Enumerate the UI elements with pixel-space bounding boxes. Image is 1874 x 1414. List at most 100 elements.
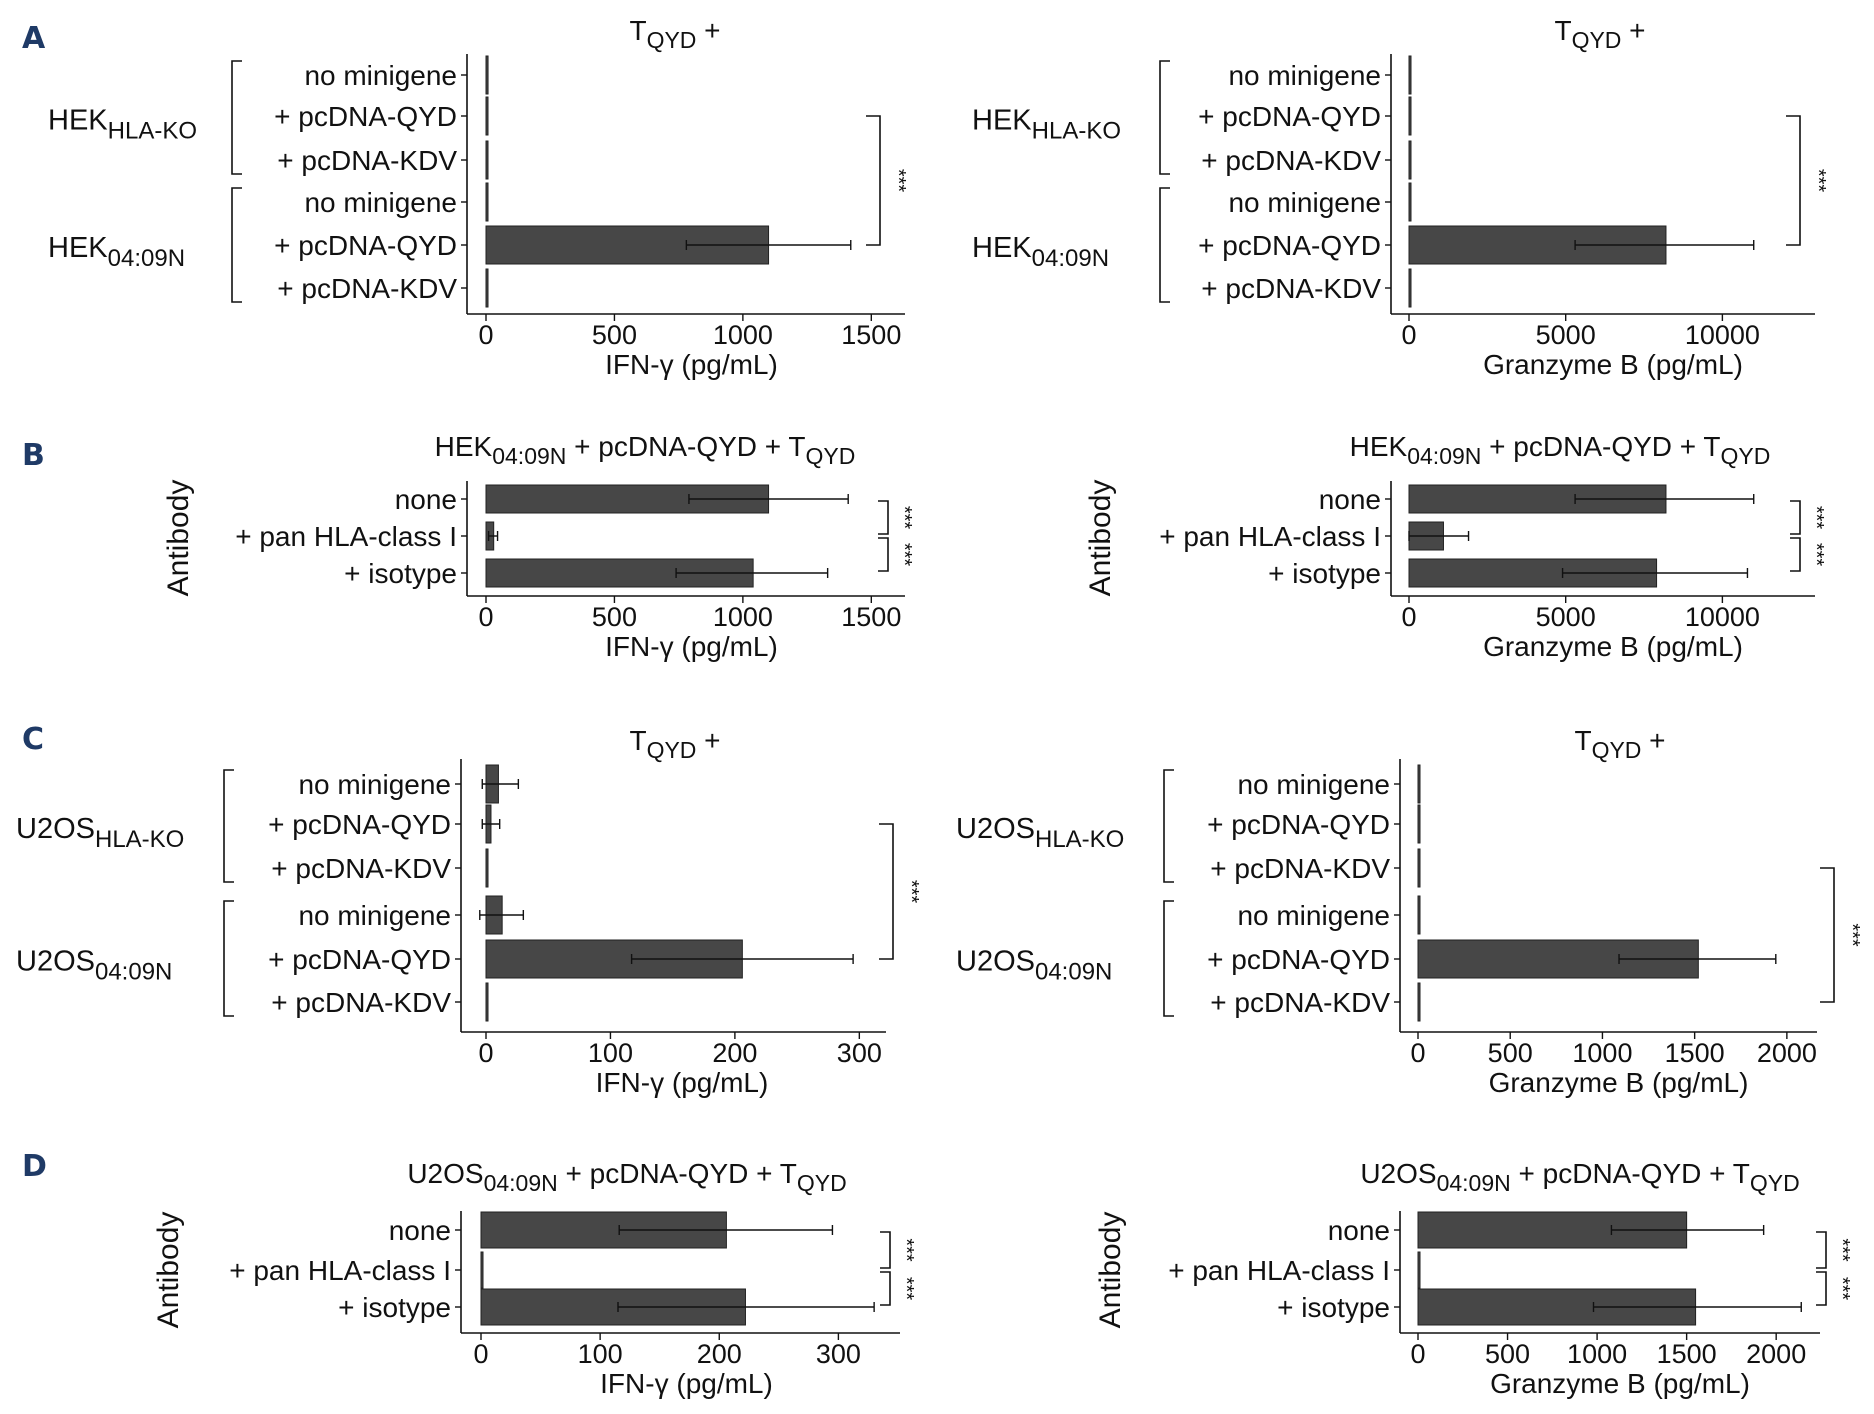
category-label: + pcDNA-KDV (1201, 145, 1381, 176)
category-label: no minigene (304, 60, 457, 91)
x-tick-label: 300 (816, 1339, 861, 1369)
group-label-subscript: 04:09N (108, 245, 185, 272)
significance-label: *** (887, 169, 909, 193)
title-main: U2OS (407, 1158, 483, 1189)
group-bracket (231, 60, 242, 175)
panel-letter-D: D (22, 1149, 47, 1184)
significance-label: *** (1831, 1238, 1853, 1262)
group-label-main: HEK (972, 105, 1032, 137)
chart-title: TQYD + (1574, 725, 1665, 763)
chart-title: TQYD + (629, 725, 720, 763)
significance-label: *** (893, 543, 915, 567)
category-label: + pcDNA-KDV (1210, 987, 1390, 1018)
bar (1417, 764, 1421, 804)
bar (1408, 140, 1412, 180)
significance-label: *** (1841, 923, 1863, 947)
x-tick-label: 200 (712, 1038, 757, 1068)
x-axis-label: IFN-γ (pg/mL) (605, 631, 778, 662)
significance-bracket (1786, 115, 1801, 246)
x-axis-label: Granzyme B (pg/mL) (1483, 349, 1743, 380)
category-label: no minigene (304, 187, 457, 218)
significance-label: *** (893, 506, 915, 530)
category-label: no minigene (1228, 187, 1381, 218)
group-label-main: HEK (48, 105, 108, 137)
panel-letter-B: B (22, 438, 45, 473)
chart-title: HEK04:09N + pcDNA-QYD + TQYD (435, 431, 856, 469)
category-label: + pcDNA-KDV (1210, 853, 1390, 884)
category-label: + pcDNA-QYD (1198, 101, 1381, 132)
group-label-subscript: 04:09N (1032, 245, 1109, 272)
bar (485, 55, 489, 95)
x-tick-label: 500 (1485, 1339, 1530, 1369)
group-label-subscript: HLA-KO (108, 118, 197, 145)
category-label: + pan HLA-class I (1168, 1255, 1390, 1286)
title-main: T (629, 15, 646, 46)
x-tick-label: 10000 (1685, 320, 1760, 350)
group-label-main: HEK (972, 232, 1032, 264)
group-label-main: HEK (48, 232, 108, 264)
title-subscript-2: QYD (806, 443, 856, 469)
significance-label: *** (895, 1238, 917, 1262)
group-bracket (1159, 187, 1170, 303)
title-main: HEK (1350, 431, 1408, 462)
title-rest: + (1641, 725, 1665, 756)
title-main: T (1574, 725, 1591, 756)
x-tick-label: 1500 (841, 320, 901, 350)
group-label-main: U2OS (16, 946, 95, 978)
category-label: + pcDNA-KDV (277, 273, 457, 304)
significance-label: *** (895, 1277, 917, 1301)
bar (485, 848, 489, 888)
category-label: no minigene (1237, 900, 1390, 931)
significance-bracket (880, 1231, 891, 1269)
title-subscript-2: QYD (797, 1170, 847, 1196)
category-label: + pcDNA-KDV (271, 853, 451, 884)
significance-bracket (866, 115, 881, 246)
x-tick-label: 5000 (1536, 602, 1596, 632)
bar (1408, 225, 1667, 265)
x-tick-label: 0 (1401, 320, 1416, 350)
group-bracket (1159, 60, 1170, 175)
x-tick-label: 1500 (1657, 1339, 1717, 1369)
x-axis-label: Granzyme B (pg/mL) (1483, 631, 1743, 662)
title-main: T (629, 725, 646, 756)
title-subscript: QYD (647, 27, 697, 53)
group-bracket (231, 187, 242, 303)
category-label: + isotype (338, 1292, 451, 1323)
x-tick-label: 2000 (1746, 1339, 1806, 1369)
x-tick-label: 0 (478, 1038, 493, 1068)
x-tick-label: 0 (478, 602, 493, 632)
x-tick-label: 0 (473, 1339, 488, 1369)
group-label-subscript: HLA-KO (95, 826, 184, 853)
x-axis-label: IFN-γ (pg/mL) (605, 349, 778, 380)
x-tick-label: 500 (592, 320, 637, 350)
category-label: none (1319, 484, 1381, 515)
title-rest: + pcDNA-QYD + T (1481, 431, 1720, 462)
x-tick-label: 1000 (713, 320, 773, 350)
title-subscript: 04:09N (1437, 1170, 1511, 1196)
x-tick-label: 1500 (841, 602, 901, 632)
title-rest: + pcDNA-QYD + T (566, 431, 805, 462)
significance-label: *** (1831, 1277, 1853, 1301)
category-label: + pcDNA-QYD (274, 101, 457, 132)
title-subscript: QYD (647, 737, 697, 763)
category-label: + pcDNA-KDV (271, 987, 451, 1018)
bar (1417, 848, 1421, 888)
category-label: none (395, 484, 457, 515)
significance-label: *** (1805, 506, 1827, 530)
bar (480, 1251, 484, 1289)
x-tick-label: 100 (588, 1038, 633, 1068)
x-tick-label: 300 (837, 1038, 882, 1068)
bar (1408, 182, 1412, 222)
title-subscript: 04:09N (492, 443, 566, 469)
category-label: + pcDNA-KDV (1201, 273, 1381, 304)
group-label-subscript: 04:09N (95, 959, 172, 986)
bar (1417, 804, 1421, 844)
bar (485, 182, 489, 222)
x-tick-label: 2000 (1757, 1038, 1817, 1068)
bar (1408, 268, 1412, 308)
y-axis-label: Antibody (1094, 1212, 1127, 1329)
x-tick-label: 0 (1410, 1038, 1425, 1068)
